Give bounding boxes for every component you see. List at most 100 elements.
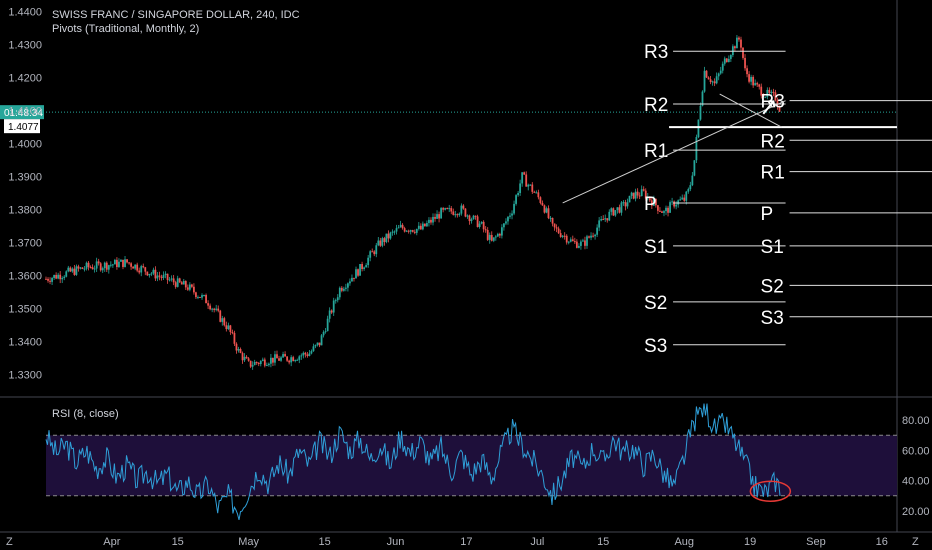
candle-body bbox=[255, 361, 258, 363]
candle-body bbox=[342, 288, 345, 291]
rising-trendline bbox=[562, 100, 786, 204]
candle-body bbox=[116, 259, 118, 267]
candle-body bbox=[310, 351, 313, 354]
rsi-indicator-label[interactable]: RSI (8, close) bbox=[52, 408, 119, 420]
candle-body bbox=[130, 263, 132, 267]
candle-body bbox=[436, 214, 438, 219]
candle-body bbox=[689, 185, 692, 190]
candle-body bbox=[659, 210, 661, 212]
candle-body bbox=[338, 287, 341, 298]
candle-body bbox=[600, 219, 603, 221]
candle-body bbox=[190, 284, 193, 287]
symbol-title[interactable]: SWISS FRANC / SINGAPORE DOLLAR, 240, IDC bbox=[52, 9, 300, 21]
candle-body bbox=[458, 213, 461, 216]
candle-body bbox=[101, 268, 104, 271]
candle-body bbox=[535, 192, 538, 194]
candle-body bbox=[687, 189, 690, 192]
candle-body bbox=[316, 342, 319, 345]
candle-body bbox=[347, 283, 349, 288]
candle-body bbox=[525, 174, 528, 187]
candle-body bbox=[172, 278, 175, 283]
candle-body bbox=[598, 220, 601, 228]
candle-body bbox=[738, 37, 740, 40]
pivot-label-s3: S3 bbox=[644, 336, 667, 357]
candle-body bbox=[636, 191, 639, 196]
candle-body bbox=[539, 197, 542, 203]
candle-body bbox=[150, 273, 153, 275]
candle-body bbox=[561, 235, 564, 237]
candle-body bbox=[482, 221, 485, 230]
candle-body bbox=[233, 332, 236, 344]
candle-body bbox=[513, 203, 515, 214]
candle-body bbox=[632, 192, 635, 199]
candle-body bbox=[411, 230, 414, 232]
candle-body bbox=[176, 278, 179, 287]
candle-body bbox=[450, 208, 453, 212]
candle-body bbox=[353, 277, 355, 279]
candle-body bbox=[405, 230, 408, 232]
candle-body bbox=[166, 273, 169, 280]
candle-body bbox=[748, 74, 750, 82]
candle-body bbox=[193, 286, 195, 293]
candle-body bbox=[727, 58, 730, 62]
candle-body bbox=[184, 280, 187, 288]
candle-body bbox=[73, 268, 76, 275]
pivot-label-s1: S1 bbox=[761, 237, 784, 258]
candle-body bbox=[359, 263, 361, 276]
candle-body bbox=[555, 227, 558, 229]
candle-body bbox=[594, 234, 596, 237]
candle-body bbox=[282, 354, 284, 358]
candle-body bbox=[750, 76, 753, 82]
candle-body bbox=[122, 259, 124, 267]
candle-body bbox=[219, 310, 222, 322]
candle-body bbox=[292, 357, 295, 362]
candle-body bbox=[430, 219, 432, 223]
candle-body bbox=[476, 216, 479, 228]
candle-body bbox=[602, 219, 605, 221]
candle-body bbox=[764, 96, 767, 98]
candle-body bbox=[472, 215, 475, 220]
candle-body bbox=[61, 277, 64, 280]
candle-body bbox=[120, 259, 122, 262]
candle-body bbox=[93, 268, 96, 270]
candle-body bbox=[391, 231, 394, 233]
candle-body bbox=[661, 211, 663, 213]
candle-body bbox=[470, 219, 473, 222]
price-tick-label: 1.4400 bbox=[8, 7, 42, 19]
candle-body bbox=[671, 201, 673, 203]
pivot-label-s3: S3 bbox=[761, 308, 784, 329]
rsi-tick-label: 40.00 bbox=[902, 476, 930, 488]
corner-label-left: Z bbox=[6, 536, 13, 548]
price-tick-label: 1.4100 bbox=[8, 106, 42, 118]
candle-body bbox=[111, 264, 114, 266]
candle-body bbox=[267, 363, 270, 366]
candle-body bbox=[387, 233, 390, 239]
candle-body bbox=[207, 303, 209, 306]
candle-body bbox=[628, 195, 631, 203]
candle-body bbox=[488, 234, 491, 240]
candle-body bbox=[709, 79, 712, 83]
candle-body bbox=[235, 343, 238, 351]
candle-body bbox=[334, 300, 337, 302]
candle-body bbox=[77, 266, 80, 269]
candle-body bbox=[363, 267, 366, 269]
time-tick-label: 15 bbox=[172, 536, 184, 548]
candle-body bbox=[249, 360, 252, 367]
price-tick-label: 1.4300 bbox=[8, 40, 42, 52]
candle-body bbox=[746, 68, 748, 75]
candle-body bbox=[326, 318, 329, 332]
candle-body bbox=[132, 266, 135, 269]
candle-body bbox=[456, 214, 459, 216]
candle-body bbox=[300, 355, 303, 357]
candle-body bbox=[375, 245, 378, 255]
candle-body bbox=[630, 192, 633, 196]
candle-body bbox=[606, 218, 609, 221]
candle-body bbox=[162, 274, 165, 278]
candle-body bbox=[148, 273, 151, 276]
rsi-tick-label: 20.00 bbox=[902, 506, 930, 518]
price-tick-label: 1.3300 bbox=[8, 370, 42, 382]
candle-body bbox=[340, 287, 343, 291]
pivots-indicator-label[interactable]: Pivots (Traditional, Monthly, 2) bbox=[52, 23, 200, 35]
candle-body bbox=[103, 262, 106, 269]
